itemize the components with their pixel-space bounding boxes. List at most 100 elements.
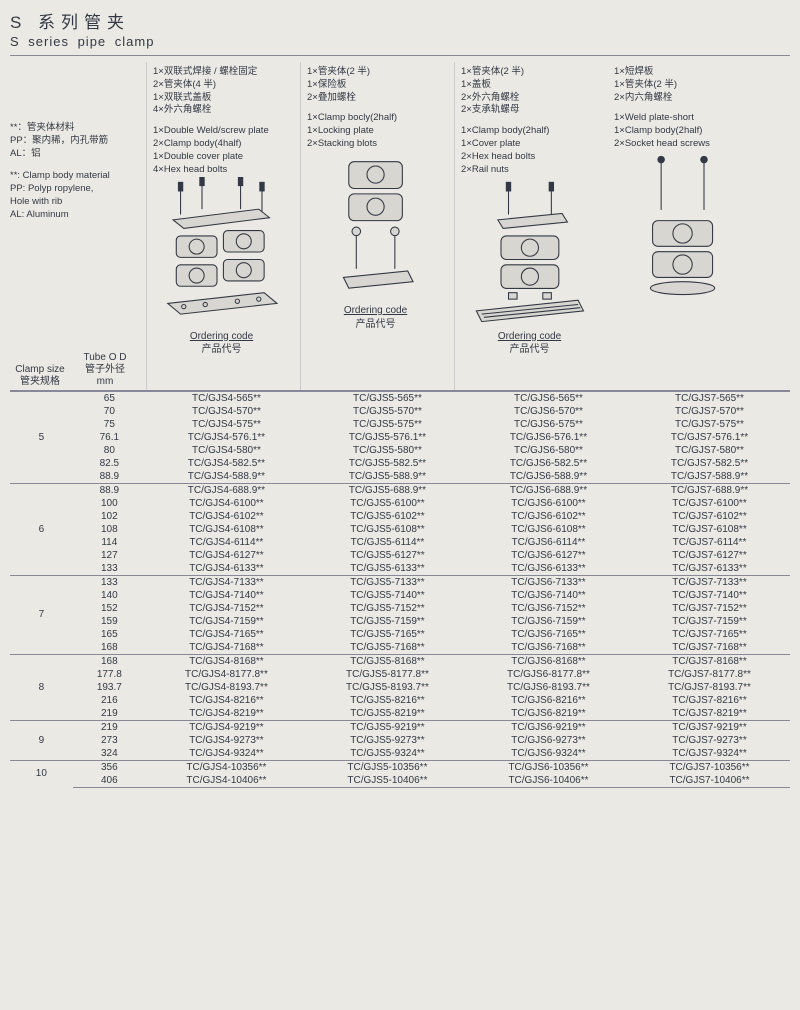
table-row: 100TC/GJS4-6100**TC/GJS5-6100**TC/GJS6-6… (10, 497, 790, 510)
order-code-cell: TC/GJS4-8168** (146, 654, 307, 668)
short-weld-clamp-icon (629, 151, 736, 301)
order-code-cell: TC/GJS7-8177.8** (629, 668, 790, 681)
order-code-cell: TC/GJS6-7159** (468, 615, 629, 628)
tube-od-cell: 324 (73, 747, 146, 761)
order-code-cell: TC/GJS6-9324** (468, 747, 629, 761)
table-row: 70TC/GJS4-570**TC/GJS5-570**TC/GJS6-570*… (10, 405, 790, 418)
tube-od-cell: 70 (73, 405, 146, 418)
table-row: 168TC/GJS4-7168**TC/GJS5-7168**TC/GJS6-7… (10, 641, 790, 655)
order-code-cell: TC/GJS4-6133** (146, 562, 307, 576)
order-code-cell: TC/GJS7-6100** (629, 497, 790, 510)
clamp-size-en: Clamp size (15, 364, 64, 375)
tube-od-cell: 127 (73, 549, 146, 562)
order-code-cell: TC/GJS5-8168** (307, 654, 468, 668)
tube-od-cell: 152 (73, 602, 146, 615)
order-code-cell: TC/GJS5-565** (307, 391, 468, 405)
col3-diagram (461, 177, 598, 327)
order-code-cell: TC/GJS6-6102** (468, 510, 629, 523)
tube-od-en: Tube O D (84, 352, 127, 363)
order-code-cell: TC/GJS7-8168** (629, 654, 790, 668)
order-code-cell: TC/GJS7-7133** (629, 575, 790, 589)
col2-order-head: Ordering code 产品代号 (307, 301, 444, 335)
order-code-cell: TC/GJS7-575** (629, 418, 790, 431)
col4-desc-en: 1×Weld plate-short1×Clamp body(2half)2×S… (614, 112, 752, 150)
order-code-cell: TC/GJS6-575** (468, 418, 629, 431)
order-code-cell: TC/GJS7-7165** (629, 628, 790, 641)
order-code-cell: TC/GJS5-6133** (307, 562, 468, 576)
order-code-cell: TC/GJS6-8177.8** (468, 668, 629, 681)
clamp-size-cell: 7 (10, 575, 73, 654)
tube-od-cell: 216 (73, 694, 146, 707)
order-code-cell: TC/GJS6-582.5** (468, 457, 629, 470)
col-1: 1×双联式焊接 / 螺栓固定2×管夹体(4 半)1×双联式盖板4×外六角螺栓 1… (146, 62, 294, 390)
table-row: 152TC/GJS4-7152**TC/GJS5-7152**TC/GJS6-7… (10, 602, 790, 615)
order-code-cell: TC/GJS7-6102** (629, 510, 790, 523)
tube-od-cell: 114 (73, 536, 146, 549)
table-row: 114TC/GJS4-6114**TC/GJS5-6114**TC/GJS6-6… (10, 536, 790, 549)
col1-desc-cn: 1×双联式焊接 / 螺栓固定2×管夹体(4 半)1×双联式盖板4×外六角螺栓 (153, 66, 290, 117)
order-code-cell: TC/GJS7-9273** (629, 734, 790, 747)
order-code-cell: TC/GJS4-7159** (146, 615, 307, 628)
order-code-cell: TC/GJS5-6108** (307, 523, 468, 536)
order-code-cell: TC/GJS4-8216** (146, 694, 307, 707)
tube-od-cell: 65 (73, 391, 146, 405)
order-code-cell: TC/GJS5-8219** (307, 707, 468, 721)
order-code-cell: TC/GJS6-8193.7** (468, 681, 629, 694)
order-code-cell: TC/GJS4-565** (146, 391, 307, 405)
col4-diagram (614, 151, 752, 301)
tube-od-cell: 80 (73, 444, 146, 457)
order-code-cell: TC/GJS4-588.9** (146, 470, 307, 484)
order-code-cell: TC/GJS7-7159** (629, 615, 790, 628)
table-row: 193.7TC/GJS4-8193.7**TC/GJS5-8193.7**TC/… (10, 681, 790, 694)
order-code-cell: TC/GJS7-6108** (629, 523, 790, 536)
order-code-cell: TC/GJS7-8193.7** (629, 681, 790, 694)
tube-od-cell: 82.5 (73, 457, 146, 470)
order-code-cell: TC/GJS5-576.1** (307, 431, 468, 444)
order-code-cell: TC/GJS7-9324** (629, 747, 790, 761)
col2-desc-cn: 1×管夹体(2 半)1×保险板2×叠加螺栓 (307, 66, 444, 104)
order-code-cell: TC/GJS5-9273** (307, 734, 468, 747)
clamp-size-cn: 管夹规格 (20, 376, 60, 387)
order-code-cell: TC/GJS6-570** (468, 405, 629, 418)
tube-od-cell: 177.8 (73, 668, 146, 681)
order-code-cell: TC/GJS5-7140** (307, 589, 468, 602)
order-code-cell: TC/GJS6-8216** (468, 694, 629, 707)
order-code-cell: TC/GJS6-10356** (468, 760, 629, 774)
order-code-cell: TC/GJS4-9273** (146, 734, 307, 747)
order-code-cell: TC/GJS5-8177.8** (307, 668, 468, 681)
col4-order-head (614, 301, 752, 321)
tube-od-cell: 133 (73, 575, 146, 589)
col3-order-cn: 产品代号 (510, 344, 550, 355)
order-code-cell: TC/GJS7-688.9** (629, 483, 790, 497)
order-code-cell: TC/GJS5-9324** (307, 747, 468, 761)
order-code-cell: TC/GJS7-6114** (629, 536, 790, 549)
table-row: 102TC/GJS4-6102**TC/GJS5-6102**TC/GJS6-6… (10, 510, 790, 523)
col4-desc-cn: 1×短焊板1×管夹体(2 半)2×内六角螺栓 (614, 66, 752, 104)
order-code-cell: TC/GJS4-580** (146, 444, 307, 457)
order-code-cell: TC/GJS6-7168** (468, 641, 629, 655)
clamp-size-cell: 6 (10, 483, 73, 575)
order-code-cell: TC/GJS4-6127** (146, 549, 307, 562)
order-code-cell: TC/GJS6-580** (468, 444, 629, 457)
tube-od-cell: 102 (73, 510, 146, 523)
table-row: 406TC/GJS4-10406**TC/GJS5-10406**TC/GJS6… (10, 774, 790, 788)
tube-od-cell: 108 (73, 523, 146, 536)
order-code-cell: TC/GJS5-6114** (307, 536, 468, 549)
table-row: 7133TC/GJS4-7133**TC/GJS5-7133**TC/GJS6-… (10, 575, 790, 589)
tube-od-cell: 159 (73, 615, 146, 628)
tube-od-cell: 219 (73, 707, 146, 721)
order-code-cell: TC/GJS6-6100** (468, 497, 629, 510)
table-row: 324TC/GJS4-9324**TC/GJS5-9324**TC/GJS6-9… (10, 747, 790, 761)
ordering-code-table: 565TC/GJS4-565**TC/GJS5-565**TC/GJS6-565… (10, 391, 790, 788)
table-row: 219TC/GJS4-8219**TC/GJS5-8219**TC/GJS6-8… (10, 707, 790, 721)
table-row: 565TC/GJS4-565**TC/GJS5-565**TC/GJS6-565… (10, 391, 790, 405)
order-code-cell: TC/GJS7-10356** (629, 760, 790, 774)
order-code-cell: TC/GJS6-8168** (468, 654, 629, 668)
col3-order-en: Ordering code (498, 331, 561, 342)
stacking-clamp-icon (322, 151, 429, 301)
order-code-cell: TC/GJS5-588.9** (307, 470, 468, 484)
table-row: 80TC/GJS4-580**TC/GJS5-580**TC/GJS6-580*… (10, 444, 790, 457)
order-code-cell: TC/GJS5-575** (307, 418, 468, 431)
table-row: 216TC/GJS4-8216**TC/GJS5-8216**TC/GJS6-8… (10, 694, 790, 707)
legend-col: **：管夹体材料PP：聚内稀，内孔带筋AL：铝 **: Clamp body m… (10, 62, 140, 390)
